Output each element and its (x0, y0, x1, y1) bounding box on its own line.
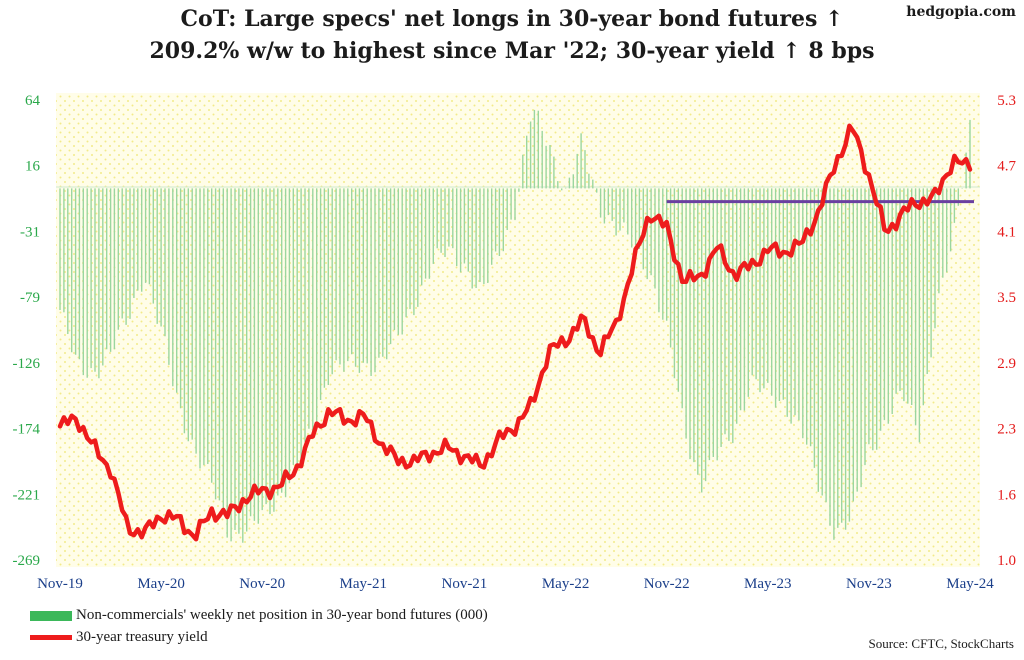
left-axis-ticks: 64 16 -31 -79 -126 -174 -221 -269 (13, 93, 41, 569)
chart-title-line-1: CoT: Large specs' net longs in 30-year b… (180, 6, 844, 32)
source-note: Source: CFTC, StockCharts (868, 636, 1014, 651)
right-axis-tick-label: 5.3 (997, 93, 1016, 109)
x-axis-tick-label: May-22 (542, 576, 590, 592)
right-axis-tick-label: 4.1 (997, 224, 1016, 240)
right-axis-tick-label: 1.6 (997, 487, 1016, 503)
right-axis-tick-label: 4.7 (997, 159, 1016, 175)
x-axis-tick-label: Nov-23 (846, 576, 892, 592)
right-axis-tick-label: 3.5 (997, 290, 1016, 306)
x-axis-tick-label: Nov-21 (441, 576, 487, 592)
x-axis-tick-label: May-24 (946, 576, 994, 592)
right-axis-tick-label: 2.3 (997, 422, 1016, 438)
left-axis-tick-label: 16 (25, 159, 41, 175)
right-axis-tick-label: 1.0 (997, 553, 1016, 569)
chart-title-line-2: 209.2% w/w to highest since Mar '22; 30-… (149, 38, 875, 64)
left-axis-tick-label: -221 (13, 487, 41, 503)
left-axis-tick-label: -31 (20, 224, 40, 240)
right-axis-tick-label: 2.9 (997, 356, 1016, 372)
legend-label-yield: 30-year treasury yield (76, 629, 208, 645)
legend-label-positions: Non-commercials' weekly net position in … (76, 607, 488, 623)
legend-swatch-line (30, 635, 72, 640)
position-bars (59, 109, 971, 543)
left-axis-tick-label: -126 (13, 356, 41, 372)
x-axis-tick-label: May-21 (340, 576, 388, 592)
legend-swatch-bars (30, 610, 72, 621)
x-axis-tick-label: May-23 (744, 576, 792, 592)
yield-line-group (57, 123, 973, 542)
left-axis-tick-label: 64 (25, 93, 41, 109)
x-axis-tick-label: May-20 (137, 576, 185, 592)
left-axis-tick-label: -79 (20, 290, 40, 306)
x-axis-tick-label: Nov-20 (239, 576, 285, 592)
x-axis-ticks: Nov-19 May-20 Nov-20 May-21 Nov-21 May-22 Nov-… (37, 576, 994, 592)
right-axis-ticks: 5.3 4.7 4.1 3.5 2.9 2.3 1.6 1.0 (997, 93, 1016, 569)
brand-watermark: hedgopia.com (906, 4, 1016, 20)
left-axis-tick-label: -269 (13, 553, 41, 569)
yield-line (57, 123, 973, 542)
left-axis-tick-label: -174 (13, 422, 41, 438)
x-axis-tick-label: Nov-19 (37, 576, 83, 592)
legend-item-yield: 30-year treasury yield (30, 629, 208, 646)
x-axis-tick-label: Nov-22 (644, 576, 690, 592)
legend-item-positions: Non-commercials' weekly net position in … (30, 607, 488, 624)
